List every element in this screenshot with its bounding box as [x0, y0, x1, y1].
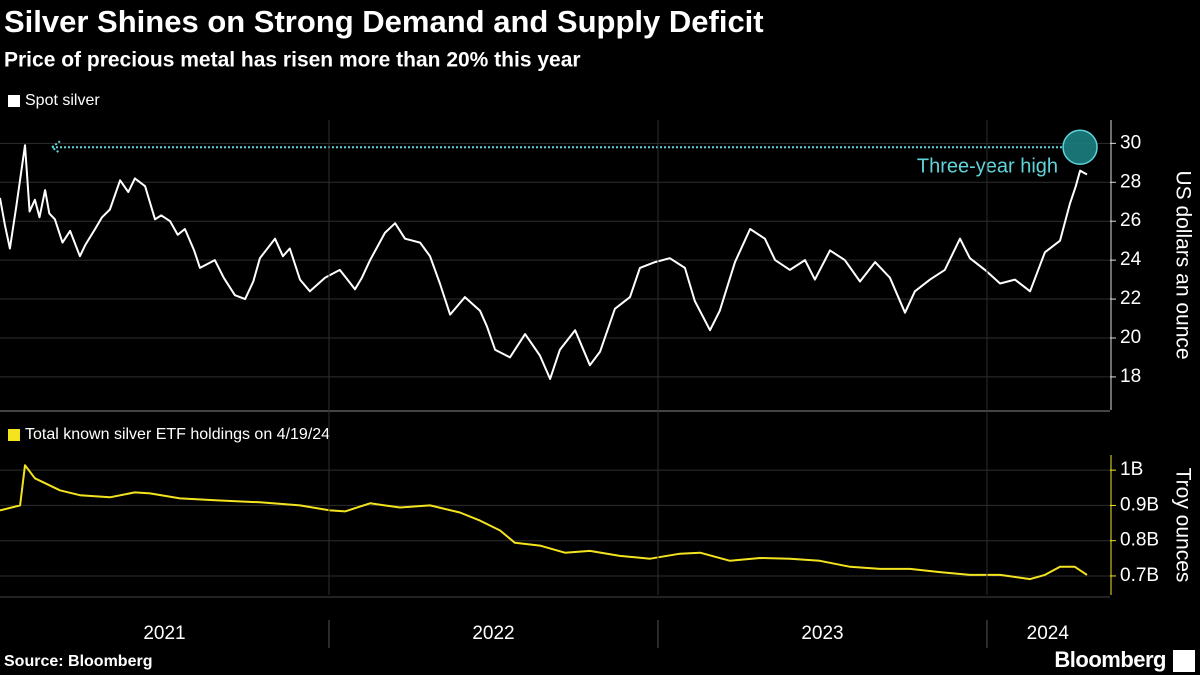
y-tick-label: 18 — [1120, 366, 1141, 387]
y-tick-label: 28 — [1120, 171, 1141, 192]
annotation-arrow — [50, 140, 61, 155]
x-tick-label: 2024 — [1027, 623, 1070, 644]
y-tick-label: 22 — [1120, 288, 1141, 309]
y-tick-label: 20 — [1120, 327, 1141, 348]
annotation-marker — [1062, 129, 1098, 165]
legend-swatch — [8, 429, 20, 441]
legend-label: Spot silver — [25, 92, 100, 109]
x-tick-label: 2023 — [801, 623, 843, 644]
source: Source: Bloomberg — [4, 653, 152, 670]
logo-icon — [1173, 650, 1195, 672]
y-axis-title: Troy ounces — [1171, 468, 1194, 583]
y-tick-label: 30 — [1120, 132, 1141, 153]
series-line — [0, 464, 1088, 581]
x-tick-label: 2021 — [143, 623, 185, 644]
x-tick-label: 2022 — [472, 623, 514, 644]
annotation-text: Three-year high — [917, 156, 1058, 178]
y-tick-label: 0.7B — [1120, 565, 1159, 586]
y-tick-label: 0.9B — [1120, 494, 1159, 515]
y-tick-label: 26 — [1120, 210, 1141, 231]
chart-subtitle: Price of precious metal has risen more t… — [4, 49, 581, 72]
legend-swatch — [8, 95, 20, 107]
legend-label: Total known silver ETF holdings on 4/19/… — [25, 426, 330, 443]
y-tick-label: 0.8B — [1120, 530, 1159, 551]
y-tick-label: 24 — [1120, 249, 1142, 270]
y-axis-title: US dollars an ounce — [1171, 170, 1194, 359]
logo: Bloomberg — [1054, 647, 1166, 672]
chart-title: Silver Shines on Strong Demand and Suppl… — [4, 4, 764, 39]
y-tick-label: 1B — [1120, 459, 1143, 480]
series-line — [0, 144, 1088, 380]
